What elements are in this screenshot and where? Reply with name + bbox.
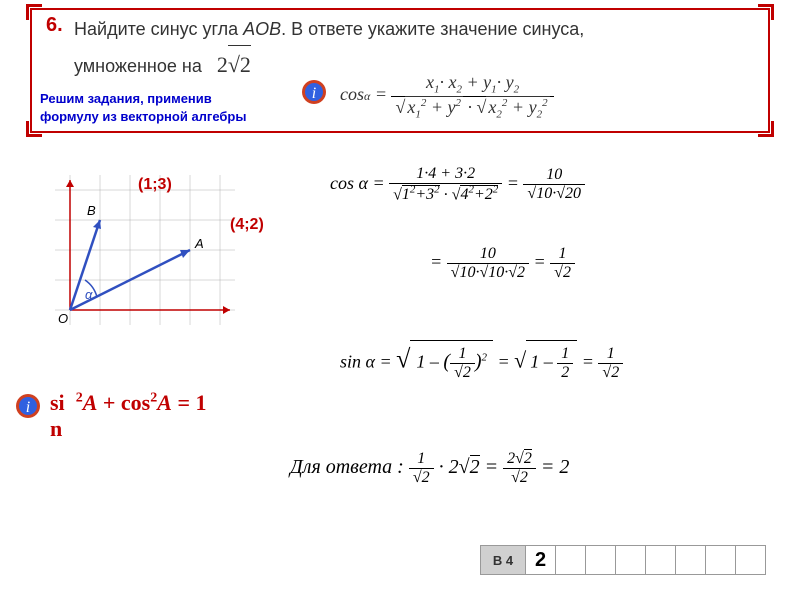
id-plus: + bbox=[97, 390, 121, 415]
final-calc: Для ответа : 1√2 · 2√2 = 2√2√2 = 2 bbox=[290, 450, 569, 487]
info-icon-2: i bbox=[14, 392, 42, 420]
id-n: n bbox=[50, 416, 62, 441]
answer-cell[interactable] bbox=[646, 545, 676, 575]
svg-text:α: α bbox=[85, 287, 93, 302]
multiplier: 2√2 bbox=[217, 52, 251, 77]
id-A: A bbox=[83, 390, 98, 415]
answer-cell[interactable] bbox=[736, 545, 766, 575]
hint-text: Решим задания, применив формулу из векто… bbox=[40, 90, 246, 125]
angle-name: AOB bbox=[243, 19, 281, 39]
id-sin: si bbox=[50, 390, 65, 415]
task-text-part: Найдите синус угла bbox=[74, 19, 243, 39]
svg-text:i: i bbox=[26, 399, 30, 416]
frame-corner bbox=[26, 4, 42, 20]
answer-row: В 4 2 bbox=[480, 545, 766, 575]
hint-line: Решим задания, применив bbox=[40, 91, 212, 106]
answer-cell[interactable] bbox=[676, 545, 706, 575]
answer-cell[interactable]: 2 bbox=[526, 545, 556, 575]
task-number: 6. bbox=[46, 14, 63, 37]
hint-line: формулу из векторной алгебры bbox=[40, 109, 246, 124]
id-one: 1 bbox=[195, 390, 206, 415]
id-cos: cos bbox=[121, 390, 150, 415]
id-eq: = bbox=[172, 390, 196, 415]
task-text-part: . В ответе укажите значение синуса, bbox=[281, 19, 584, 39]
svg-text:i: i bbox=[312, 85, 316, 102]
vector-graph: α O B A bbox=[55, 175, 235, 325]
id-sq: 2 bbox=[76, 391, 83, 406]
frame-corner bbox=[758, 121, 774, 137]
cos-formula: cosα = x1· x2 + y1· y2 √x12 + y2 · √x22 … bbox=[340, 72, 554, 120]
answer-cell[interactable] bbox=[556, 545, 586, 575]
cos-calc-2: = 10 √10·√10·√2 = 1 √2 bbox=[430, 245, 575, 282]
cos-calc-1: cos α = 1·4 + 3·2 √12+32 · √42+22 = 10 √… bbox=[330, 165, 585, 204]
info-icon-1: i bbox=[300, 78, 328, 106]
sin-calc: sin α = √1 – (1√2)2 = √1 – 12 = 1√2 bbox=[340, 340, 623, 386]
frame-corner bbox=[758, 4, 774, 20]
svg-text:O: O bbox=[58, 311, 68, 325]
id-A2: A bbox=[157, 390, 172, 415]
pythagorean-identity: si 2A + cos2A = 1 n bbox=[50, 390, 206, 442]
svg-text:A: A bbox=[194, 236, 204, 251]
answer-cell[interactable] bbox=[706, 545, 736, 575]
task-text-part: умноженное на bbox=[74, 56, 202, 76]
answer-label: В 4 bbox=[480, 545, 526, 575]
svg-text:B: B bbox=[87, 203, 96, 218]
answer-cell[interactable] bbox=[586, 545, 616, 575]
coord-b-label: (1;3) bbox=[138, 176, 172, 194]
coord-a-label: (4;2) bbox=[230, 216, 264, 234]
answer-cell[interactable] bbox=[616, 545, 646, 575]
